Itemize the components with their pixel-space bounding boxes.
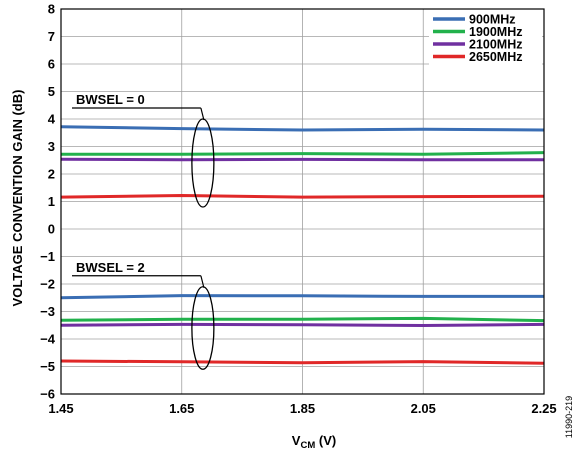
series-line — [60, 125, 545, 132]
figure-id: 11990-219 — [564, 396, 574, 438]
series-line — [60, 294, 544, 300]
legend-label: 2100MHz — [469, 38, 523, 52]
y-tick-label: 7 — [48, 29, 55, 44]
y-tick-label: −3 — [40, 304, 55, 319]
y-tick-label: 8 — [48, 2, 55, 17]
annotation-ellipse — [191, 118, 215, 208]
annotations: BWSEL = 0 BWSEL = 2 — [72, 92, 215, 370]
annotation-leader-diagonal — [200, 107, 205, 121]
plot-area-frame — [60, 8, 545, 395]
y-tick-label: 5 — [48, 84, 55, 99]
legend-label: 2650MHz — [469, 50, 523, 64]
x-tick-label: 2.05 — [411, 401, 436, 416]
series-line — [60, 359, 545, 365]
x-axis-title-subscript: CM — [300, 440, 315, 450]
y-tick-label: 2 — [48, 167, 55, 182]
series-line — [60, 194, 545, 199]
legend-label: 1900MHz — [469, 25, 523, 39]
x-axis-title-main: V — [292, 433, 301, 448]
series-lines — [60, 125, 545, 365]
y-tick-label: 3 — [48, 139, 55, 154]
grid — [60, 8, 545, 395]
y-tick-label: −1 — [40, 249, 55, 264]
y-tick-label: −2 — [40, 277, 55, 292]
series-line — [60, 316, 545, 323]
y-tick-label: 1 — [48, 194, 55, 209]
annotation-leader-diagonal — [200, 275, 205, 288]
annotation-label: BWSEL = 2 — [76, 260, 145, 275]
y-tick-label: 6 — [48, 57, 55, 72]
x-tick-label: 1.85 — [290, 401, 315, 416]
series-line — [60, 322, 545, 327]
x-axis-tick-labels: 1.45 1.65 1.85 2.05 2.25 — [48, 401, 556, 416]
x-axis-title-unit: (V) — [315, 433, 336, 448]
legend-label: 900MHz — [469, 13, 516, 27]
y-tick-label: 0 — [48, 222, 55, 237]
annotation-ellipse — [191, 286, 215, 370]
y-tick-label: −6 — [40, 387, 55, 402]
y-tick-label: −5 — [40, 359, 55, 374]
series-line — [60, 157, 544, 162]
annotation-label: BWSEL = 0 — [76, 92, 145, 107]
y-tick-label: 4 — [48, 112, 56, 127]
y-tick-label: −4 — [40, 332, 56, 347]
y-axis-tick-labels: 8 7 6 5 4 3 2 1 0 −1 −2 −3 −4 −5 −6 — [40, 2, 56, 402]
y-axis-title: VOLTAGE CONVENTION GAIN (dB) — [10, 90, 25, 307]
x-tick-label: 2.25 — [531, 401, 556, 416]
x-tick-label: 1.65 — [169, 401, 194, 416]
series-line — [61, 151, 545, 156]
x-axis-title: VCM (V) — [292, 433, 336, 450]
x-tick-label: 1.45 — [48, 401, 73, 416]
